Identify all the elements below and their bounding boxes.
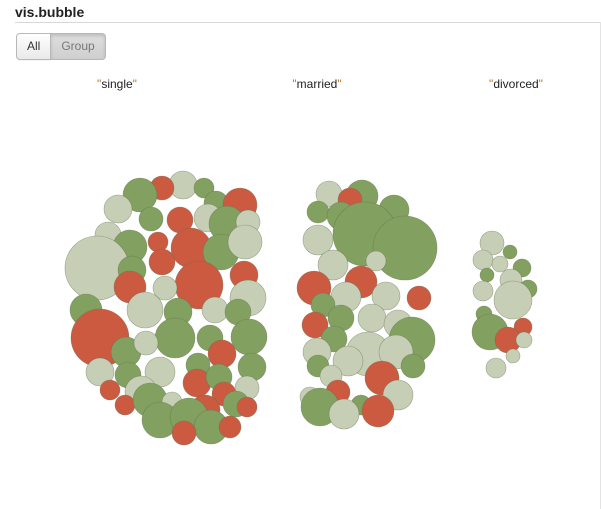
- group-label-married: "married": [292, 77, 341, 91]
- bubble[interactable]: [152, 275, 178, 301]
- bubble[interactable]: [114, 394, 136, 416]
- bubble[interactable]: [472, 249, 494, 271]
- view-toggle: All Group: [16, 33, 106, 60]
- bubble[interactable]: [515, 331, 533, 349]
- bubble[interactable]: [361, 394, 395, 428]
- bubble[interactable]: [505, 348, 521, 364]
- bubble[interactable]: [122, 177, 158, 213]
- bubble[interactable]: [126, 291, 164, 329]
- bubble[interactable]: [133, 330, 159, 356]
- bubble[interactable]: [317, 249, 349, 281]
- bubble-group-married: [296, 179, 438, 430]
- bubble[interactable]: [302, 224, 334, 256]
- bubble[interactable]: [85, 357, 115, 387]
- bubble[interactable]: [147, 231, 169, 253]
- bubble[interactable]: [372, 215, 438, 281]
- bubble[interactable]: [306, 200, 330, 224]
- bubble[interactable]: [328, 398, 360, 430]
- group-label-married-text: "married": [292, 77, 342, 91]
- bubble[interactable]: [493, 280, 533, 320]
- bubble[interactable]: [171, 420, 197, 446]
- title-divider: [15, 22, 601, 23]
- bubble[interactable]: [371, 281, 401, 311]
- bubble[interactable]: [138, 206, 164, 232]
- all-button[interactable]: All: [16, 33, 52, 60]
- bubble[interactable]: [201, 296, 229, 324]
- bubble[interactable]: [479, 267, 495, 283]
- bubble[interactable]: [491, 255, 509, 273]
- bubble-group-single: [64, 170, 268, 446]
- bubble[interactable]: [148, 248, 176, 276]
- group-button[interactable]: Group: [51, 33, 106, 60]
- bubble[interactable]: [227, 224, 263, 260]
- group-label-single: "single": [97, 77, 137, 91]
- group-label-divorced-text: "divorced": [489, 77, 543, 91]
- bubble[interactable]: [406, 285, 432, 311]
- bubble[interactable]: [154, 317, 196, 359]
- bubble[interactable]: [230, 318, 268, 356]
- bubble[interactable]: [485, 357, 507, 379]
- bubble[interactable]: [103, 194, 133, 224]
- group-label-single-text: "single": [97, 77, 137, 91]
- bubble[interactable]: [472, 280, 494, 302]
- bubble[interactable]: [236, 396, 258, 418]
- bubble[interactable]: [400, 353, 426, 379]
- bubble[interactable]: [365, 250, 387, 272]
- group-label-divorced: "divorced": [489, 77, 543, 91]
- bubble[interactable]: [207, 339, 237, 369]
- bubble[interactable]: [332, 345, 364, 377]
- bubble[interactable]: [218, 415, 242, 439]
- bubble[interactable]: [502, 244, 518, 260]
- bubble[interactable]: [357, 303, 387, 333]
- panel-title: vis.bubble: [15, 4, 85, 20]
- bubble[interactable]: [99, 379, 121, 401]
- bubble-group-divorced: [471, 230, 538, 379]
